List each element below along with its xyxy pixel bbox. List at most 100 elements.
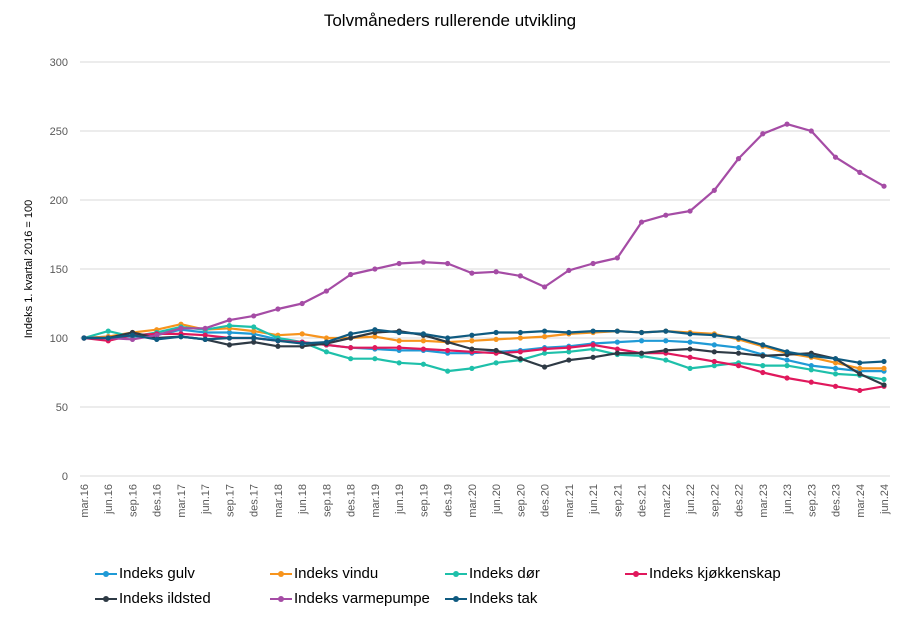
- y-tick-label: 150: [50, 264, 68, 276]
- x-tick-label: sep.22: [709, 484, 721, 517]
- data-point: [420, 361, 426, 367]
- data-point: [760, 353, 766, 359]
- x-tick-label: des.19: [443, 484, 455, 517]
- data-point: [663, 212, 669, 218]
- x-tick-label: sep.16: [127, 484, 139, 517]
- data-point: [663, 328, 669, 334]
- data-point: [396, 345, 402, 351]
- data-point: [469, 270, 475, 276]
- data-point: [396, 329, 402, 336]
- data-point: [760, 369, 766, 376]
- data-point: [299, 340, 305, 347]
- legend-label: Indeks ildsted: [119, 590, 211, 607]
- data-point: [542, 334, 548, 340]
- x-tick-label: des.18: [346, 484, 358, 517]
- x-tick-label: mar.18: [273, 484, 285, 518]
- data-point: [226, 335, 233, 341]
- data-point: [542, 328, 548, 334]
- data-point: [493, 336, 499, 342]
- series-line: [83, 324, 885, 381]
- data-point: [590, 346, 596, 352]
- data-point: [687, 365, 693, 371]
- data-point: [517, 273, 523, 279]
- data-point: [566, 345, 572, 351]
- x-tick-label: mar.23: [758, 484, 770, 518]
- x-tick-label: mar.24: [855, 484, 867, 518]
- x-tick-label: jun.20: [491, 484, 503, 515]
- data-point: [323, 335, 330, 341]
- data-point: [251, 335, 257, 341]
- data-point: [590, 260, 596, 267]
- series-line: [84, 328, 885, 364]
- data-point: [299, 300, 305, 307]
- data-point: [735, 350, 742, 356]
- data-point: [154, 336, 160, 342]
- data-point: [687, 331, 693, 337]
- data-point: [202, 336, 208, 342]
- data-point: [251, 328, 257, 334]
- x-tick-label: sep.17: [224, 484, 236, 517]
- legend-item: Indeks varmepumpe: [270, 590, 430, 607]
- data-point: [711, 332, 717, 338]
- data-point: [420, 331, 426, 337]
- data-point: [687, 339, 693, 345]
- data-point: [857, 169, 863, 175]
- x-tick-label: mar.22: [661, 484, 673, 518]
- data-point: [275, 306, 281, 312]
- data-point: [348, 335, 354, 341]
- legend-item: Indeks tak: [445, 590, 537, 607]
- data-point: [469, 332, 475, 338]
- data-point: [493, 360, 499, 366]
- data-point: [687, 346, 693, 352]
- data-point: [808, 128, 814, 134]
- legend-label: Indeks dør: [469, 565, 540, 582]
- series-indeks-tak: [81, 327, 887, 366]
- data-point: [711, 342, 717, 348]
- series-line: [83, 332, 885, 392]
- data-point: [735, 335, 742, 341]
- data-point: [760, 342, 766, 348]
- x-tick-label: jun.23: [782, 484, 794, 515]
- data-point: [251, 313, 257, 319]
- data-point: [517, 356, 523, 362]
- data-point: [178, 325, 184, 331]
- data-point: [832, 365, 839, 371]
- y-axis-label: Indeks 1. kvartal 2016 = 100: [23, 200, 35, 339]
- data-point: [372, 356, 378, 362]
- data-point: [590, 328, 596, 334]
- data-point: [348, 331, 354, 337]
- legend-marker-icon: [95, 594, 117, 604]
- data-point: [808, 379, 814, 385]
- data-point: [445, 260, 451, 267]
- series-group: [81, 121, 887, 394]
- x-tick-label: sep.19: [418, 484, 430, 517]
- data-point: [590, 342, 596, 348]
- legend-marker-icon: [95, 569, 117, 579]
- data-point: [614, 346, 620, 352]
- series-line: [84, 330, 885, 386]
- x-tick-label: des.20: [540, 484, 552, 517]
- data-point: [614, 339, 620, 345]
- x-tick-label: mar.21: [564, 484, 576, 518]
- data-point: [396, 360, 402, 366]
- data-point: [881, 358, 887, 365]
- x-tick-label: jun.21: [588, 484, 600, 515]
- data-point: [542, 284, 548, 290]
- data-point: [784, 121, 790, 127]
- data-point: [420, 259, 426, 265]
- x-tick-label: des.21: [637, 484, 649, 517]
- data-point: [105, 328, 111, 334]
- data-point: [687, 208, 693, 214]
- data-point: [372, 345, 378, 351]
- y-tick-labels: 0 50 100 150 200 250 300: [50, 57, 68, 483]
- data-point: [251, 339, 257, 345]
- data-point: [638, 329, 645, 336]
- data-point: [226, 322, 233, 329]
- x-tick-label: mar.19: [370, 484, 382, 518]
- data-point: [857, 371, 863, 377]
- data-point: [832, 360, 839, 366]
- data-point: [760, 131, 766, 137]
- data-point: [832, 356, 839, 362]
- series-line: [84, 122, 885, 341]
- x-tick-label: jun.17: [200, 484, 212, 515]
